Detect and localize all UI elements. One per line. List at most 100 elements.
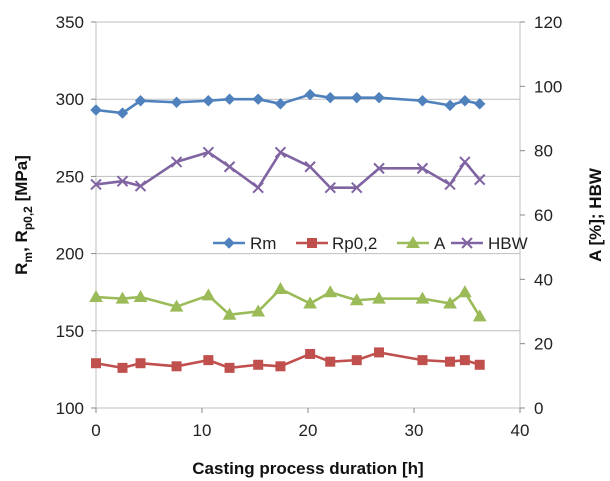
data-point <box>325 356 336 367</box>
data-point <box>351 181 363 194</box>
y-tick-label-right: 100 <box>534 77 562 96</box>
data-point <box>374 347 385 358</box>
y-tick-label-left: 350 <box>56 13 84 32</box>
data-point <box>203 355 214 366</box>
data-point <box>170 156 183 168</box>
data-point <box>416 162 429 175</box>
data-point <box>275 361 286 372</box>
data-point <box>324 91 336 104</box>
series-hbw <box>90 146 486 194</box>
data-point <box>459 95 471 107</box>
y-tick-label-right: 80 <box>534 142 553 161</box>
legend-marker <box>307 238 317 248</box>
series-line <box>95 93 480 115</box>
y-tick-label-right: 40 <box>534 270 553 289</box>
data-point <box>171 361 182 372</box>
data-point <box>116 107 129 119</box>
data-point <box>134 180 147 192</box>
data-point <box>373 162 385 175</box>
series-rm <box>90 88 486 119</box>
data-point <box>444 99 456 112</box>
data-point <box>324 181 336 194</box>
series-rp0-2 <box>91 347 485 373</box>
data-point <box>202 95 215 107</box>
data-point <box>372 291 386 304</box>
data-point <box>416 95 429 107</box>
data-point <box>170 96 183 108</box>
data-point <box>274 146 287 158</box>
x-tick-label: 40 <box>511 421 530 440</box>
data-point <box>323 285 338 298</box>
axes: 100 150 200 250 300 350 0 20 40 60 80 100 120 0 10 20 30… <box>56 13 563 440</box>
data-point <box>252 93 264 105</box>
legend-marker <box>223 237 235 249</box>
data-point <box>304 88 316 101</box>
x-tick-label: 10 <box>193 421 212 440</box>
data-point <box>135 358 146 369</box>
data-point <box>274 98 287 110</box>
data-point <box>169 299 184 312</box>
y-tick-label-left: 150 <box>56 322 84 341</box>
data-point <box>273 281 288 294</box>
data-point <box>443 296 457 309</box>
data-point <box>253 359 264 370</box>
series-line <box>95 287 481 318</box>
data-point <box>115 291 130 304</box>
data-point <box>90 104 102 116</box>
series-line <box>95 150 481 189</box>
series-a <box>89 281 487 322</box>
legend: Rm Rp0,2 A HBW <box>213 234 528 253</box>
data-point <box>222 307 237 320</box>
data-point <box>252 181 264 194</box>
y-axis-title-right: A [%]; HBW <box>586 167 605 262</box>
data-point <box>474 173 486 186</box>
data-point <box>304 161 316 173</box>
y-tick-label-right: 60 <box>534 206 553 225</box>
data-point <box>444 178 456 191</box>
legend-marker <box>406 235 420 248</box>
data-point <box>223 161 236 173</box>
series-line <box>95 351 481 370</box>
data-point <box>474 98 486 110</box>
data-point <box>89 290 103 303</box>
data-point <box>474 359 485 370</box>
data-point <box>117 362 128 373</box>
data-point <box>472 309 487 322</box>
legend-label: A <box>434 234 446 253</box>
y-axis-title-left: Rm, Rp0,2 [MPa] <box>12 155 35 275</box>
data-point <box>223 93 236 105</box>
data-point <box>224 362 235 373</box>
y-tick-label-right: 20 <box>534 335 553 354</box>
data-point <box>459 355 470 366</box>
data-point <box>202 146 215 158</box>
data-point <box>459 156 471 168</box>
data-point <box>201 288 216 301</box>
data-point <box>415 291 430 304</box>
data-point <box>303 296 317 309</box>
legend-marker <box>461 237 473 249</box>
series-layer <box>89 88 487 373</box>
x-tick-label: 30 <box>405 421 424 440</box>
legend-item: HBW <box>451 234 528 253</box>
data-point <box>90 178 102 191</box>
data-point <box>349 293 364 306</box>
data-point <box>134 95 147 107</box>
legend-item: Rp0,2 <box>296 234 377 253</box>
x-tick-label: 0 <box>91 421 100 440</box>
y-tick-label-left: 300 <box>56 90 84 109</box>
y-tick-label-left: 100 <box>56 399 84 418</box>
legend-label: Rm <box>250 234 276 253</box>
legend-label: Rp0,2 <box>332 234 377 253</box>
y-tick-label-right: 120 <box>534 13 562 32</box>
y-tick-label-right: 0 <box>534 399 543 418</box>
legend-item: Rm <box>213 234 276 253</box>
gridlines <box>96 98 520 332</box>
legend-label: HBW <box>488 234 528 253</box>
data-point <box>116 175 129 187</box>
x-tick-label: 20 <box>299 421 318 440</box>
data-point <box>445 356 456 367</box>
x-axis-title: Casting process duration [h] <box>192 459 423 478</box>
data-point <box>91 358 101 369</box>
legend-item: A <box>397 234 446 253</box>
